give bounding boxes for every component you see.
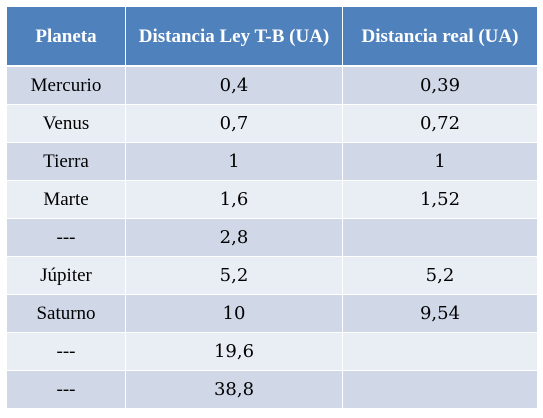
cell-tb-distance: 2,8 <box>125 218 343 257</box>
cell-real-distance <box>342 218 538 257</box>
planet-distance-table-container: Planeta Distancia Ley T-B (UA) Distancia… <box>6 6 538 409</box>
cell-tb-distance: 0,4 <box>125 65 343 105</box>
header-planet: Planeta <box>6 6 126 67</box>
cell-planet: Saturno <box>6 294 126 333</box>
cell-real-distance: 0,39 <box>342 65 538 105</box>
cell-planet: --- <box>6 218 126 257</box>
table-row: Tierra 1 1 <box>6 142 538 181</box>
table-row: Marte 1,6 1,52 <box>6 180 538 219</box>
cell-tb-distance: 19,6 <box>125 332 343 371</box>
cell-tb-distance: 10 <box>125 294 343 333</box>
table-row: Júpiter 5,2 5,2 <box>6 256 538 295</box>
table-row: Venus 0,7 0,72 <box>6 104 538 143</box>
cell-real-distance: 1 <box>342 142 538 181</box>
cell-tb-distance: 1,6 <box>125 180 343 219</box>
table-row: --- 38,8 <box>6 370 538 409</box>
cell-real-distance: 1,52 <box>342 180 538 219</box>
cell-planet: Júpiter <box>6 256 126 295</box>
table-row: Saturno 10 9,54 <box>6 294 538 333</box>
cell-tb-distance: 5,2 <box>125 256 343 295</box>
cell-planet: --- <box>6 370 126 409</box>
cell-tb-distance: 0,7 <box>125 104 343 143</box>
table-row: --- 2,8 <box>6 218 538 257</box>
cell-real-distance <box>342 370 538 409</box>
table-header-row: Planeta Distancia Ley T-B (UA) Distancia… <box>6 6 538 67</box>
cell-planet: Tierra <box>6 142 126 181</box>
cell-planet: Marte <box>6 180 126 219</box>
table-row: Mercurio 0,4 0,39 <box>6 65 538 105</box>
cell-planet: --- <box>6 332 126 371</box>
cell-tb-distance: 38,8 <box>125 370 343 409</box>
cell-real-distance: 0,72 <box>342 104 538 143</box>
cell-planet: Mercurio <box>6 65 126 105</box>
header-real-distance: Distancia real (UA) <box>342 6 538 67</box>
header-tb-distance: Distancia Ley T-B (UA) <box>125 6 343 67</box>
cell-planet: Venus <box>6 104 126 143</box>
cell-real-distance: 9,54 <box>342 294 538 333</box>
planet-distance-table: Planeta Distancia Ley T-B (UA) Distancia… <box>6 6 538 409</box>
cell-real-distance <box>342 332 538 371</box>
table-row: --- 19,6 <box>6 332 538 371</box>
cell-real-distance: 5,2 <box>342 256 538 295</box>
cell-tb-distance: 1 <box>125 142 343 181</box>
